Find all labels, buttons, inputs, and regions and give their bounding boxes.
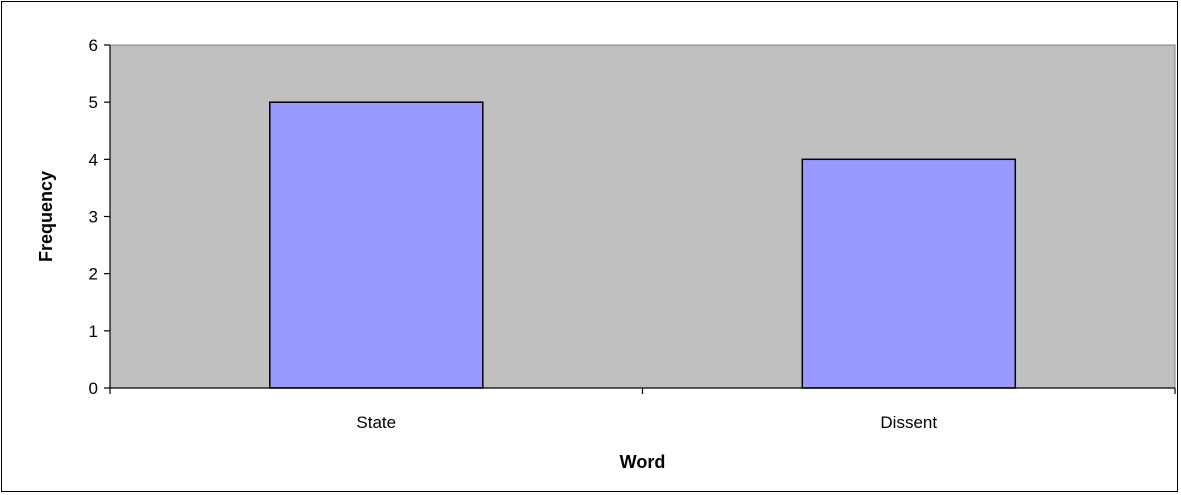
bar-dissent [801, 158, 1017, 389]
y-tick-label: 3 [89, 208, 98, 227]
y-tick-label: 5 [89, 93, 98, 112]
bar-state [269, 101, 484, 389]
x-axis-title: Word [620, 452, 666, 472]
y-tick-label: 6 [89, 36, 98, 55]
y-tick-label: 0 [89, 379, 98, 398]
x-ticks-layer: State Dissent [109, 388, 1176, 432]
y-axis-title: Frequency [36, 171, 56, 262]
y-tick-label: 4 [89, 150, 98, 169]
y-ticks-layer: 0 1 2 3 4 5 6 [89, 36, 110, 398]
bars-layer [269, 101, 1017, 389]
x-tick-label-dissent: Dissent [880, 413, 937, 432]
y-tick-label: 2 [89, 265, 98, 284]
y-tick-label: 1 [89, 322, 98, 341]
x-tick-label-state: State [356, 413, 396, 432]
